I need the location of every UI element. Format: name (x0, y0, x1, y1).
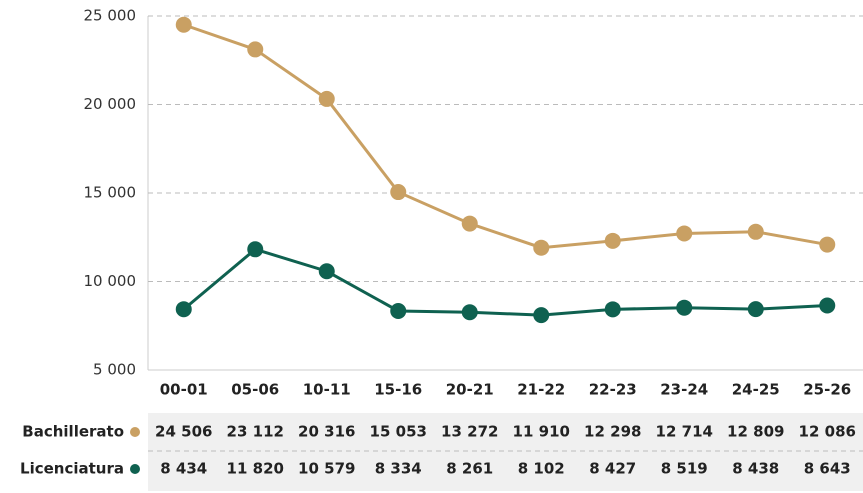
table-cell: 12 298 (584, 423, 641, 441)
data-point (462, 304, 478, 320)
table-cell: 8 334 (375, 460, 422, 478)
x-tick-label: 20-21 (446, 381, 494, 399)
data-point (819, 298, 835, 314)
x-tick-label: 21-22 (517, 381, 565, 399)
x-tick-label: 23-24 (660, 381, 708, 399)
legend-marker (130, 427, 140, 437)
legend-label: Bachillerato (22, 423, 124, 441)
data-point (533, 240, 549, 256)
series-line (184, 25, 828, 248)
data-point (176, 301, 192, 317)
table-cell: 10 579 (298, 460, 355, 478)
table-cell: 24 506 (155, 423, 212, 441)
data-point (462, 216, 478, 232)
table-cell: 8 261 (446, 460, 493, 478)
table-cell: 23 112 (227, 423, 284, 441)
table-cell: 12 086 (799, 423, 856, 441)
x-tick-label: 05-06 (231, 381, 279, 399)
y-tick-label: 5 000 (93, 361, 136, 379)
data-point (605, 301, 621, 317)
y-tick-label: 10 000 (84, 272, 137, 290)
data-point (247, 41, 263, 57)
x-tick-label: 22-23 (589, 381, 637, 399)
table-cell: 8 102 (518, 460, 565, 478)
data-point (676, 300, 692, 316)
x-tick-label: 25-26 (803, 381, 851, 399)
data-point (390, 184, 406, 200)
table-cell: 13 272 (441, 423, 498, 441)
table-cell: 8 434 (160, 460, 207, 478)
data-point (390, 303, 406, 319)
data-point (319, 263, 335, 279)
series-line (184, 249, 828, 315)
y-tick-label: 25 000 (84, 7, 137, 25)
table-cell: 8 643 (804, 460, 851, 478)
data-point (748, 224, 764, 240)
y-tick-label: 20 000 (84, 95, 137, 113)
data-point (319, 91, 335, 107)
x-tick-label: 24-25 (732, 381, 780, 399)
legend-label: Licenciatura (20, 460, 124, 478)
x-tick-label: 15-16 (374, 381, 422, 399)
data-point (605, 233, 621, 249)
data-point (748, 301, 764, 317)
table-cell: 15 053 (370, 423, 427, 441)
data-point (819, 237, 835, 253)
table-cell: 8 519 (661, 460, 708, 478)
table-cell: 12 809 (727, 423, 784, 441)
data-point (247, 241, 263, 257)
table-cell: 12 714 (656, 423, 713, 441)
x-tick-label: 10-11 (303, 381, 351, 399)
table-cell: 11 820 (227, 460, 284, 478)
data-point (676, 225, 692, 241)
chart: 5 000 10 000 15 000 20 000 25 000 00-01 05-06 1… (0, 0, 863, 493)
table-cell: 8 427 (589, 460, 636, 478)
data-point (176, 17, 192, 33)
data-point (533, 307, 549, 323)
x-tick-label: 00-01 (160, 381, 208, 399)
table-cell: 11 910 (513, 423, 570, 441)
legend-marker (130, 464, 140, 474)
table-cell: 20 316 (298, 423, 355, 441)
table-cell: 8 438 (732, 460, 779, 478)
y-tick-label: 15 000 (84, 184, 137, 202)
